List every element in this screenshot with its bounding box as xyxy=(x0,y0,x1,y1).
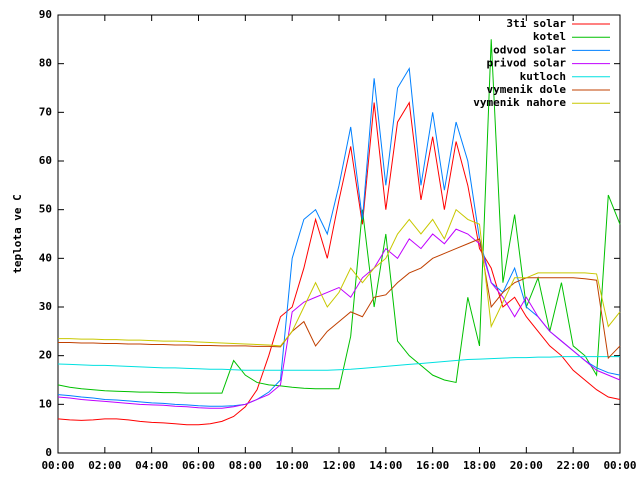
y-axis-label: teplota ve C xyxy=(11,194,24,273)
x-tick-label: 02:00 xyxy=(88,459,121,472)
x-tick-label: 20:00 xyxy=(510,459,543,472)
y-tick-label: 0 xyxy=(45,446,52,459)
series-line xyxy=(57,66,621,407)
series-line xyxy=(57,101,621,426)
x-tick-label: 14:00 xyxy=(369,459,402,472)
x-tick-label: 06:00 xyxy=(182,459,215,472)
x-tick-label: 22:00 xyxy=(557,459,590,472)
y-tick-label: 20 xyxy=(39,349,52,362)
x-tick-label: 04:00 xyxy=(135,459,168,472)
y-tick-label: 40 xyxy=(39,251,52,264)
y-tick-label: 50 xyxy=(39,203,52,216)
legend-label: odvod solar xyxy=(493,43,566,56)
legend-label: 3ti solar xyxy=(506,17,566,30)
series-line xyxy=(57,356,620,371)
x-tick-label: 12:00 xyxy=(322,459,355,472)
legend-label: vymenik nahore xyxy=(473,96,566,109)
y-tick-label: 10 xyxy=(39,397,52,410)
y-tick-label: 80 xyxy=(39,57,52,70)
x-tick-label: 00:00 xyxy=(41,459,74,472)
y-tick-label: 30 xyxy=(39,300,52,313)
y-tick-label: 90 xyxy=(39,8,52,21)
legend-label: kutloch xyxy=(520,70,566,83)
x-tick-label: 08:00 xyxy=(229,459,262,472)
legend-label: privod solar xyxy=(487,57,567,70)
y-tick-label: 60 xyxy=(39,154,52,167)
series-line xyxy=(57,228,621,409)
x-tick-label: 00:00 xyxy=(603,459,636,472)
y-tick-label: 70 xyxy=(39,105,52,118)
x-tick-label: 10:00 xyxy=(276,459,309,472)
legend-label: kotel xyxy=(533,30,566,43)
legend-label: vymenik dole xyxy=(487,83,567,96)
x-tick-label: 18:00 xyxy=(463,459,496,472)
x-tick-label: 16:00 xyxy=(416,459,449,472)
series-line xyxy=(58,208,621,347)
